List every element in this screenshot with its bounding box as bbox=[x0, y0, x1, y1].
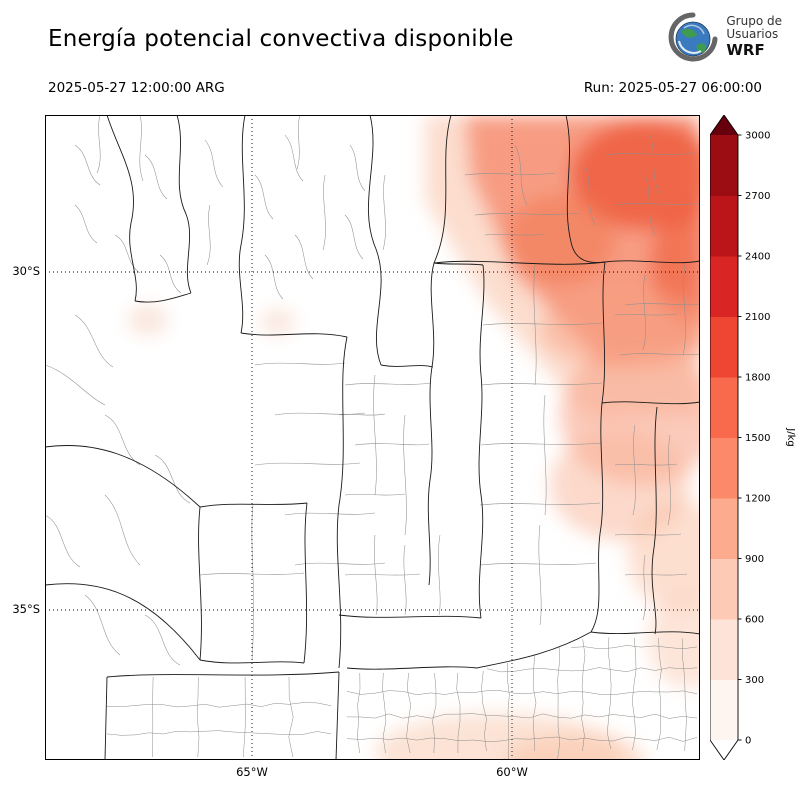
cape-map bbox=[44, 114, 701, 761]
colorbar-svg: 30002700240021001800150012009006003000J/… bbox=[709, 114, 796, 761]
colorbar-segment bbox=[710, 256, 738, 317]
colorbar-segment bbox=[710, 558, 738, 620]
globe-icon bbox=[668, 12, 718, 62]
colorbar-segment bbox=[710, 195, 738, 257]
map-area bbox=[44, 114, 701, 761]
colorbar: 3000 2700 2400 2100 1800 1500 1200 900 600 300 0 J/… bbox=[709, 114, 800, 761]
wrf-logo: Grupo de Usuarios WRF bbox=[666, 10, 782, 64]
colorbar-tick-label: 300 bbox=[745, 675, 764, 686]
colorbar-tick-label: 3000 bbox=[745, 131, 770, 142]
lon-label-65w: 65°W bbox=[236, 765, 268, 779]
colorbar-segment bbox=[710, 619, 738, 680]
valid-time-label: 2025-05-27 12:00:00 ARG bbox=[48, 80, 225, 96]
lat-label-35s: 35°S bbox=[12, 602, 40, 616]
colorbar-segment bbox=[710, 437, 738, 499]
colorbar-tick-label: 0 bbox=[745, 736, 751, 747]
colorbar-over-arrow bbox=[710, 115, 738, 135]
colorbar-segment bbox=[710, 377, 738, 438]
province-boundaries bbox=[44, 114, 701, 761]
colorbar-tick-label: 2100 bbox=[745, 312, 770, 323]
logo-text-line1: Grupo de bbox=[726, 13, 782, 28]
run-time-label: Run: 2025-05-27 06:00:00 bbox=[583, 80, 762, 96]
lon-label-60w: 60°W bbox=[496, 765, 528, 779]
colorbar-tick-label: 1200 bbox=[745, 494, 770, 505]
page-title: Energía potencial convectiva disponible bbox=[48, 26, 514, 52]
department-grid bbox=[106, 637, 698, 760]
colorbar-unit-label: J/kg bbox=[785, 427, 796, 446]
department-boundaries bbox=[44, 114, 701, 666]
colorbar-tick-label: 900 bbox=[745, 554, 764, 565]
colorbar-segment bbox=[710, 679, 738, 741]
colorbar-segment bbox=[710, 135, 738, 196]
colorbar-tick-label: 1500 bbox=[745, 433, 770, 444]
map-frame bbox=[45, 115, 700, 760]
colorbar-segment bbox=[710, 498, 738, 559]
colorbar-tick-label: 2700 bbox=[745, 191, 770, 202]
colorbar-tick-label: 600 bbox=[745, 615, 764, 626]
colorbar-segment bbox=[710, 316, 738, 378]
colorbar-under-arrow bbox=[710, 740, 738, 760]
logo-text-line2: Usuarios bbox=[726, 27, 779, 42]
colorbar-tick-label: 2400 bbox=[745, 252, 770, 263]
logo-text-line3: WRF bbox=[726, 41, 765, 60]
cape-shading bbox=[128, 115, 700, 760]
colorbar-tick-label: 1800 bbox=[745, 373, 770, 384]
lat-label-30s: 30°S bbox=[12, 264, 40, 278]
